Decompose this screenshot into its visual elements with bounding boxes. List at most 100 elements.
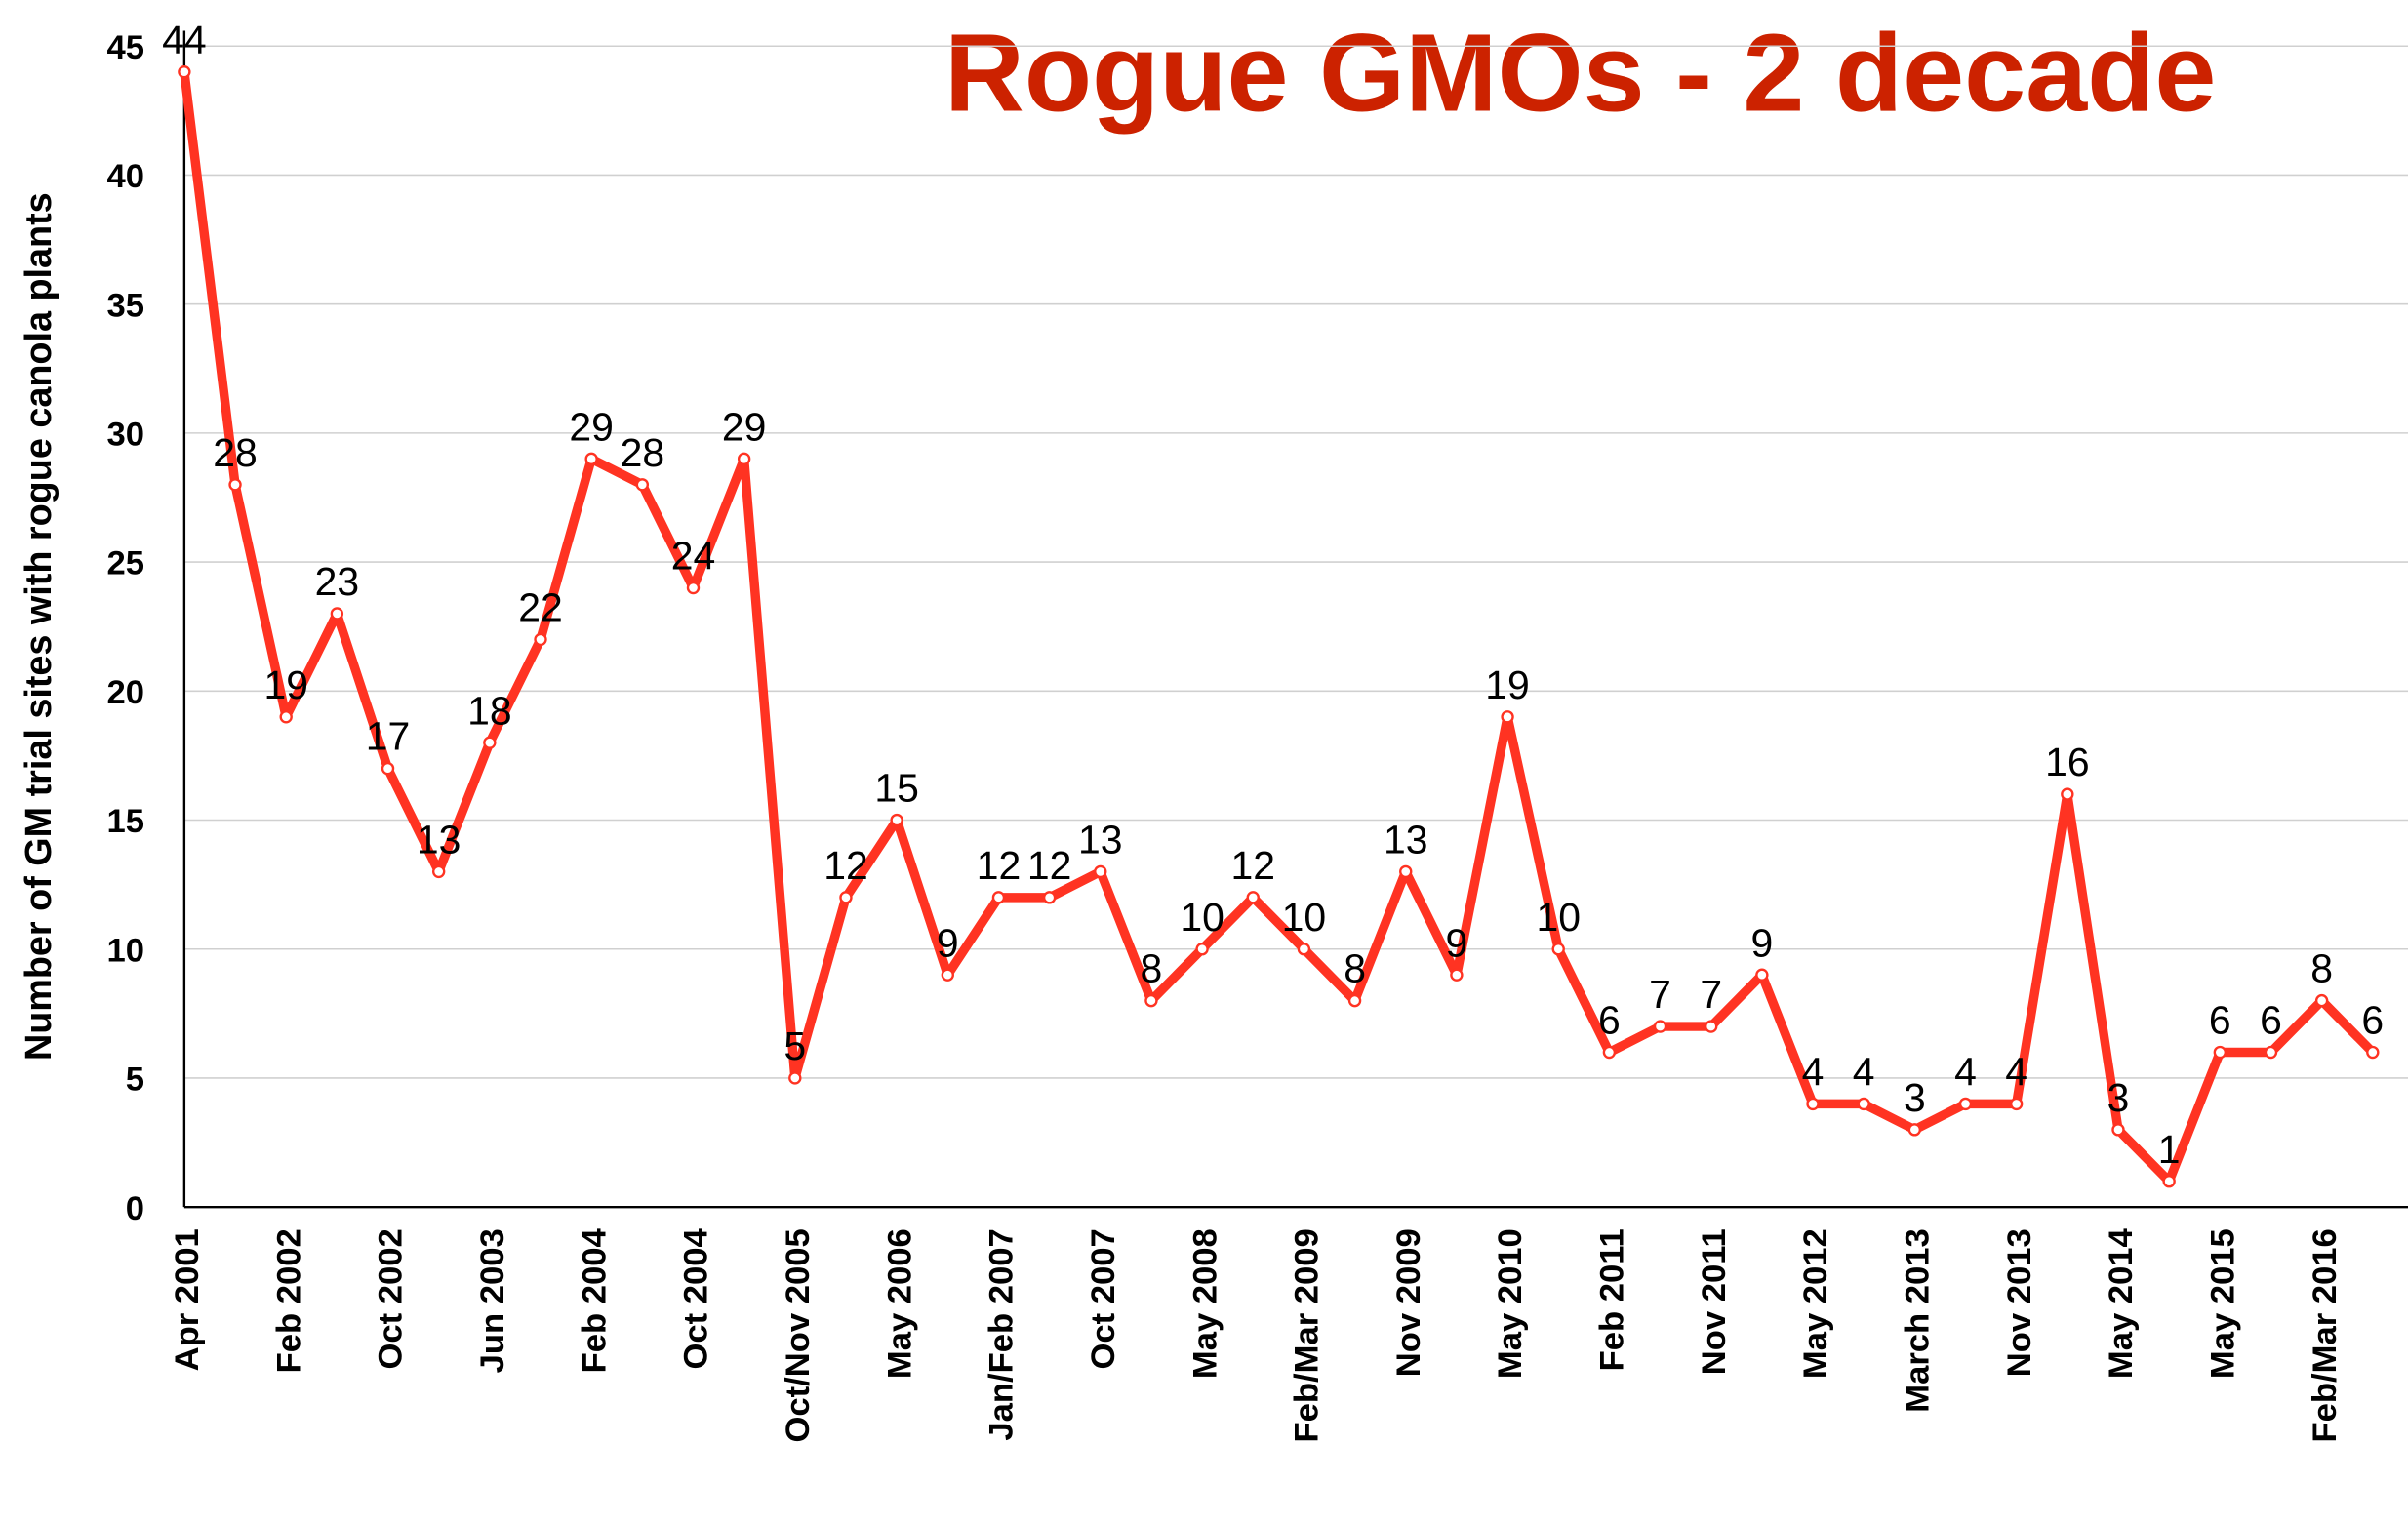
y-tick-label: 25: [106, 545, 144, 582]
data-label: 28: [621, 430, 665, 475]
data-point: [1347, 993, 1362, 1008]
data-label: 12: [977, 843, 1022, 888]
x-tick-label: May 2010: [1492, 1228, 1529, 1379]
data-label: 29: [722, 404, 767, 449]
y-tick-label: 45: [106, 29, 144, 66]
data-point: [1958, 1097, 1973, 1111]
data-point: [228, 478, 242, 492]
data-point: [839, 891, 853, 904]
x-tick-label: March 2013: [1900, 1228, 1937, 1413]
data-point: [1602, 1045, 1617, 1060]
x-tick-label: Feb/Mar 2009: [1289, 1228, 1326, 1442]
data-label: 4: [1853, 1050, 1875, 1095]
data-label: 22: [518, 585, 563, 630]
x-tick-label: Nov 2011: [1696, 1228, 1733, 1375]
x-tick-label: Feb 2002: [270, 1228, 307, 1373]
data-point: [584, 452, 598, 466]
data-label: 6: [2209, 998, 2231, 1043]
data-label: 10: [1282, 895, 1327, 940]
data-label: 12: [823, 843, 868, 888]
data-point: [1551, 943, 1565, 956]
data-point: [1144, 993, 1158, 1008]
y-tick-label: 40: [106, 158, 144, 195]
data-label: 15: [874, 766, 919, 811]
data-point: [2366, 1045, 2380, 1060]
y-tick-label: 15: [106, 803, 144, 840]
y-tick-label: 35: [106, 287, 144, 324]
data-point: [2009, 1097, 2024, 1111]
x-tick-label: Oct/Nov 2005: [780, 1228, 817, 1442]
data-label: 3: [2107, 1075, 2130, 1120]
data-point: [381, 761, 395, 776]
y-tick-label: 30: [106, 416, 144, 453]
y-axis-label: Number of GM trial sites with rogue cano…: [19, 192, 60, 1061]
data-label: 23: [315, 559, 360, 604]
data-point: [991, 891, 1006, 904]
y-tick-label: 5: [126, 1062, 144, 1099]
data-point: [1297, 943, 1311, 956]
x-tick-label: May 2008: [1186, 1228, 1224, 1379]
x-tick-label: May 2006: [881, 1228, 918, 1379]
data-label: 1: [2158, 1127, 2181, 1172]
data-point: [1907, 1123, 1922, 1137]
data-point: [1857, 1097, 1870, 1111]
data-point: [1399, 864, 1413, 879]
data-label: 17: [366, 714, 411, 759]
data-label: 8: [2310, 946, 2333, 991]
data-point: [1705, 1020, 1718, 1033]
data-point: [2061, 787, 2074, 801]
data-label: 19: [1485, 662, 1530, 707]
data-point: [1755, 968, 1769, 982]
data-label: 28: [213, 430, 258, 475]
data-label: 29: [569, 404, 614, 449]
data-label: 44: [162, 18, 207, 62]
data-label: 10: [1180, 895, 1224, 940]
data-label: 24: [671, 534, 716, 579]
data-label: 13: [1384, 818, 1428, 863]
chart-title: Rogue GMOs - 2 decade: [944, 11, 2216, 135]
data-point: [890, 813, 903, 827]
data-label: 13: [1078, 818, 1123, 863]
x-tick-label: Jun 2003: [474, 1228, 511, 1373]
data-label: 3: [1904, 1075, 1926, 1120]
data-point: [1501, 710, 1514, 724]
x-tick-label: Nov 2009: [1390, 1228, 1427, 1377]
y-tick-label: 10: [106, 932, 144, 969]
data-point: [2213, 1045, 2227, 1060]
data-point: [1042, 891, 1057, 904]
data-point: [941, 968, 954, 982]
x-tick-label: Feb 2011: [1594, 1228, 1631, 1371]
data-label: 19: [263, 662, 308, 707]
data-label: 6: [1598, 998, 1621, 1043]
x-tick-label: Jan/Feb 2007: [983, 1228, 1021, 1440]
data-point: [431, 864, 446, 879]
data-point: [483, 736, 497, 749]
data-point: [2314, 993, 2329, 1008]
data-label: 16: [2045, 740, 2090, 784]
y-tick-label: 0: [126, 1190, 144, 1227]
data-point: [1195, 943, 1209, 956]
data-label: 8: [1141, 946, 1163, 991]
data-label: 10: [1536, 895, 1581, 940]
data-point: [1806, 1097, 1820, 1111]
data-label: 12: [1027, 843, 1072, 888]
data-label: 7: [1649, 972, 1671, 1017]
data-point: [279, 710, 293, 724]
data-label: 12: [1230, 843, 1275, 888]
data-label: 13: [417, 818, 462, 863]
data-point: [2162, 1175, 2176, 1188]
data-label: 7: [1700, 972, 1722, 1017]
y-tick-label: 20: [106, 674, 144, 711]
x-tick-label: May 2015: [2204, 1228, 2241, 1379]
data-label: 9: [937, 920, 959, 965]
data-point: [686, 581, 701, 595]
data-label: 9: [1446, 920, 1468, 965]
x-tick-label: Feb/Mar 2016: [2307, 1228, 2344, 1442]
data-label: 4: [1802, 1050, 1825, 1095]
data-label: 6: [2260, 998, 2282, 1043]
data-line: [180, 71, 2377, 1186]
data-label: 6: [2361, 998, 2384, 1043]
x-tick-label: May 2012: [1797, 1228, 1834, 1379]
data-label: 9: [1750, 920, 1773, 965]
